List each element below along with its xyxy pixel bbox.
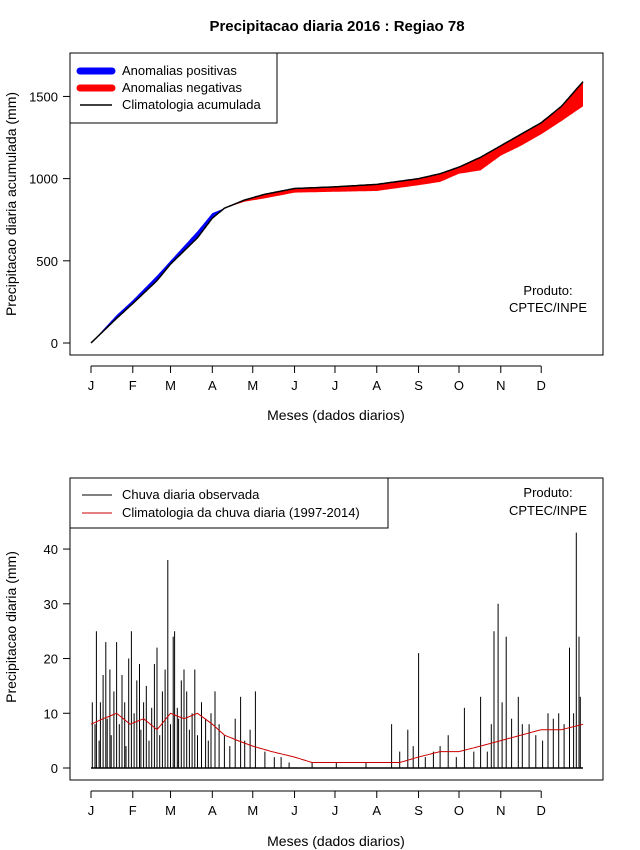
cumulative-y-axis: 0 500 1000 1500 [29,89,71,351]
daily-legend-box [69,477,389,529]
x-tick-label: M [165,803,176,818]
daily-chart: 0 10 20 30 40 J F M A M J J A S O N D Precipitacao diar… [3,477,604,849]
x-tick-label: J [88,378,95,393]
cumulative-annotation-line2: CPTEC/INPE [509,300,587,315]
legend-label-climatology: Climatologia acumulada [122,97,262,112]
y-tick-label: 1000 [29,172,58,187]
x-tick-label: J [332,803,339,818]
y-tick-label: 10 [44,706,58,721]
daily-ylabel: Precipitacao diaria (mm) [3,551,19,703]
y-tick-label: 20 [44,652,58,667]
x-tick-label: F [129,803,137,818]
daily-climatology-line [90,712,584,763]
negative-anomaly-area [225,81,584,208]
daily-xlabel: Meses (dados diarios) [267,833,405,849]
daily-annotation-line2: CPTEC/INPE [509,503,587,518]
x-tick-label: M [247,803,258,818]
cumulative-ylabel: Precipitacao diaria acumulada (mm) [3,92,19,316]
positive-anomaly-area [91,208,225,343]
x-tick-label: J [332,378,339,393]
y-tick-label: 30 [44,597,58,612]
cumulative-annotation-line1: Produto: [523,283,572,298]
cumulative-chart: 0 500 1000 1500 J F M A M J J A S O N D Precipitacao d… [3,52,604,423]
x-tick-label: S [414,803,423,818]
cumulative-anomaly-areas [91,81,584,343]
x-tick-label: O [454,803,464,818]
x-tick-label: J [291,803,298,818]
cumulative-climatology-line [90,81,584,344]
legend-label-daily-climatology: Climatologia da chuva diaria (1997-2014) [122,505,360,520]
y-tick-label: 500 [36,254,58,269]
x-tick-label: A [208,378,217,393]
y-tick-label: 0 [51,336,58,351]
x-tick-label: J [88,803,95,818]
cumulative-legend: Anomalias positivas Anomalias negativas … [69,52,278,124]
y-tick-label: 1500 [29,89,58,104]
x-tick-label: A [372,378,381,393]
x-tick-label: M [165,378,176,393]
x-tick-label: M [247,378,258,393]
daily-annotation-line1: Produto: [523,485,572,500]
legend-label-observed: Chuva diaria observada [122,487,260,502]
x-tick-label: D [537,803,546,818]
y-tick-label: 40 [44,542,58,557]
legend-label-positive: Anomalias positivas [122,63,237,78]
legend-label-negative: Anomalias negativas [122,80,242,95]
x-tick-label: S [414,378,423,393]
x-tick-label: N [496,803,505,818]
x-tick-label: A [372,803,381,818]
x-tick-label: O [454,378,464,393]
daily-legend: Chuva diaria observada Climatologia da c… [69,477,389,529]
x-tick-label: F [129,378,137,393]
x-tick-label: A [208,803,217,818]
daily-observed-bars [91,532,583,769]
daily-y-axis: 0 10 20 30 40 [44,542,71,776]
x-tick-label: D [537,378,546,393]
y-tick-label: 0 [51,761,58,776]
x-tick-label: J [291,378,298,393]
cumulative-xlabel: Meses (dados diarios) [267,407,405,423]
x-tick-label: N [496,378,505,393]
chart-title: Precipitacao diaria 2016 : Regiao 78 [209,18,464,35]
climatology-daily-line [90,712,584,763]
climatology-cumulative-line [90,81,584,344]
